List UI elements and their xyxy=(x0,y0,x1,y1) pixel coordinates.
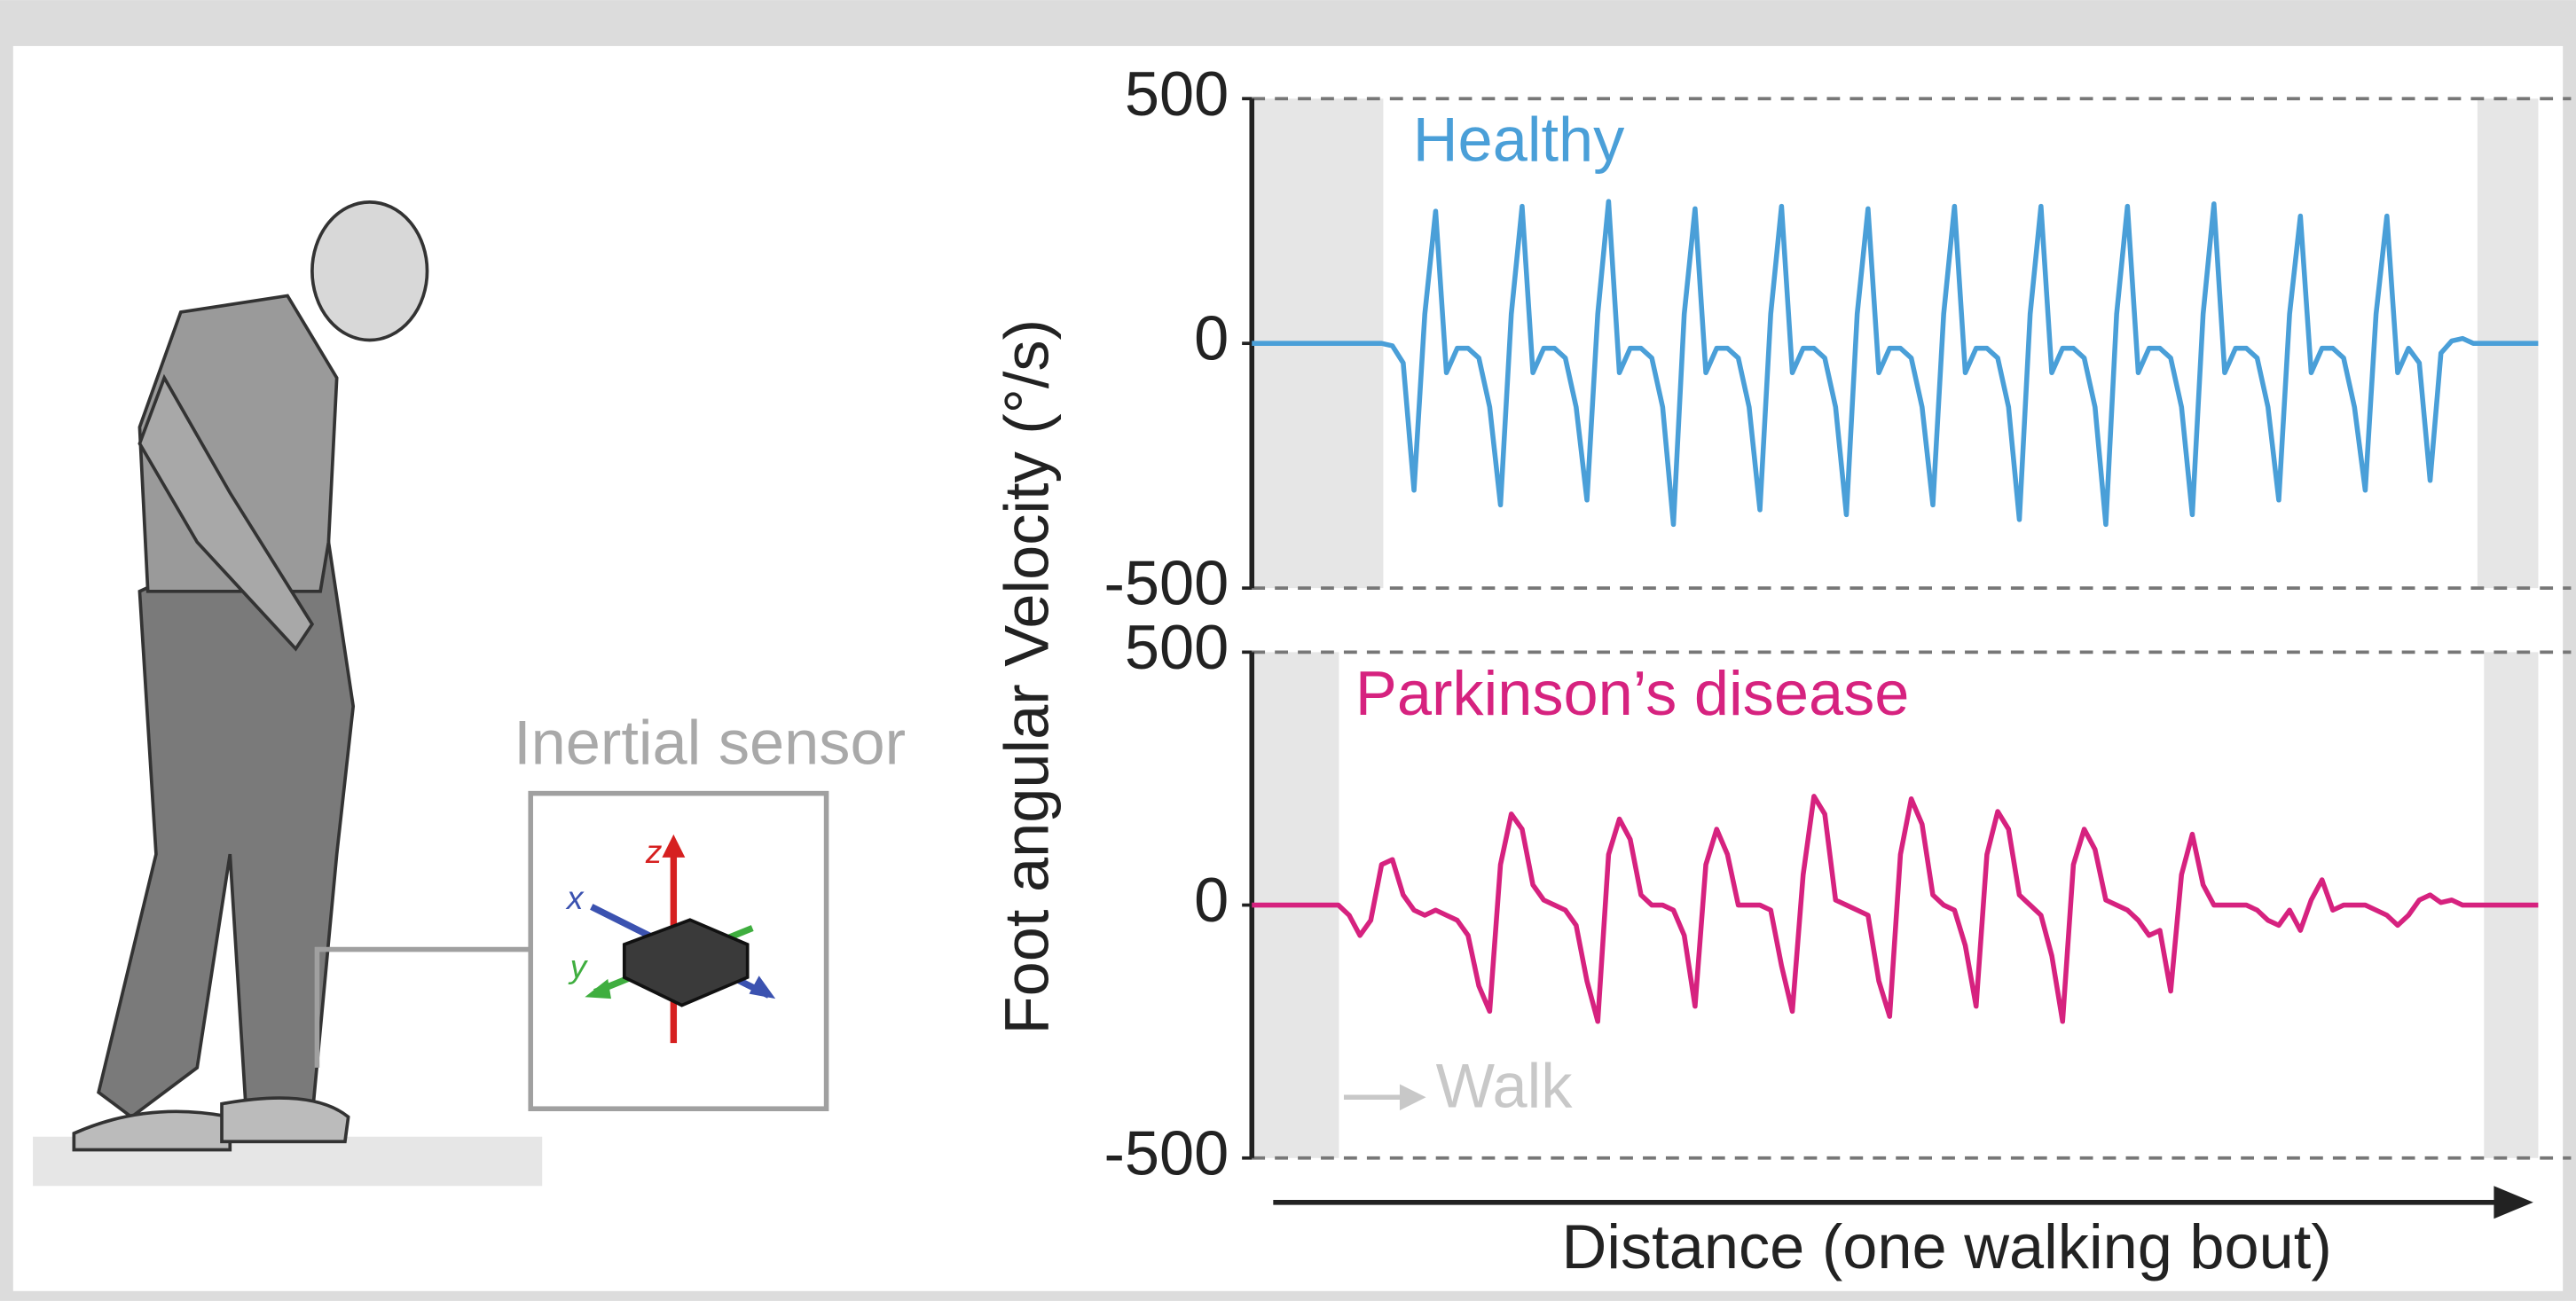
y-tick-label: 500 xyxy=(1125,59,1229,129)
sensor-label: Inertial sensor xyxy=(514,707,906,777)
sensor-axis-label: y xyxy=(568,948,589,985)
x-axis-arrow-head xyxy=(2494,1186,2533,1219)
y-tick-label: 500 xyxy=(1125,612,1229,682)
series-label: Healthy xyxy=(1413,105,1625,175)
x-axis-label: Distance (one walking bout) xyxy=(1562,1211,2332,1281)
series-label: Parkinson’s disease xyxy=(1355,658,1909,728)
shoe-front xyxy=(220,1096,350,1144)
y-tick-label: 0 xyxy=(1194,303,1229,373)
sensor-device xyxy=(622,918,750,1007)
sensor-axis-label: x xyxy=(565,879,585,916)
x-arrow-head xyxy=(749,976,776,999)
arm xyxy=(137,373,315,652)
y-arrow-head xyxy=(585,978,611,999)
sensor-icon: x y z xyxy=(565,833,776,1044)
y-axis-label: Foot angular Velocity (°/s) xyxy=(992,319,1062,1034)
data-line xyxy=(1252,199,2539,528)
walk-label: Walk xyxy=(1436,1050,1574,1120)
head xyxy=(310,200,429,342)
walk-arrow-head xyxy=(1399,1084,1426,1111)
y-tick-label: 0 xyxy=(1194,865,1229,935)
sensor-axis-label: z xyxy=(645,833,663,870)
data-line xyxy=(1252,794,2539,1024)
legs xyxy=(97,540,356,1119)
z-arrow-head xyxy=(662,834,686,858)
y-tick-label: -500 xyxy=(1103,1117,1229,1187)
person-illustration xyxy=(33,200,543,1187)
y-tick-label: -500 xyxy=(1103,548,1229,618)
callout-line xyxy=(314,946,531,1068)
